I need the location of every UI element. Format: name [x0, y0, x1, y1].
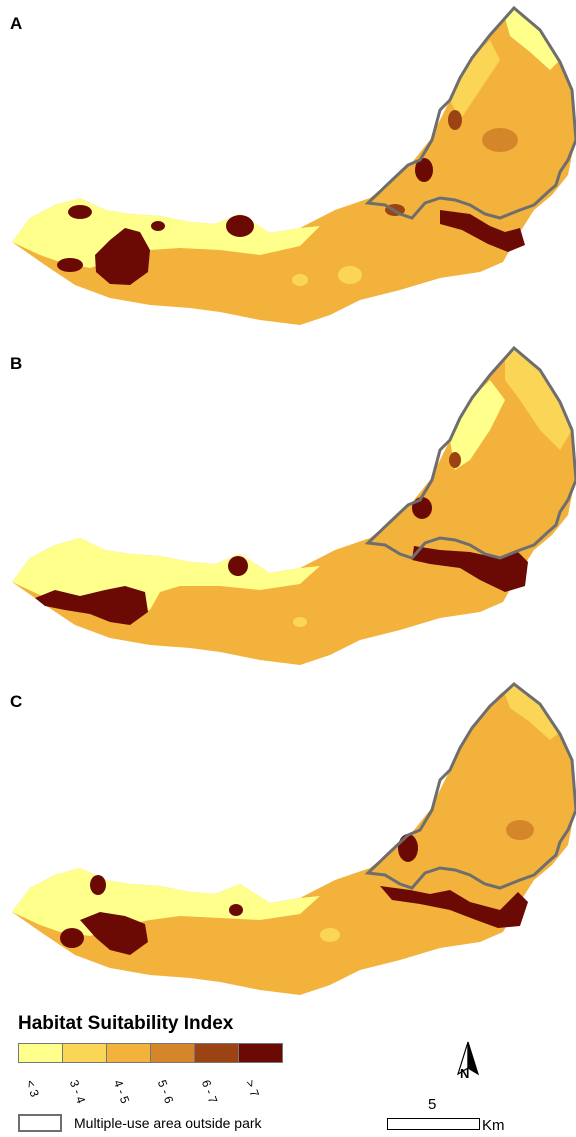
panel-label-b: B: [10, 354, 23, 373]
high-patch-b3: [412, 497, 432, 519]
low-zone-c2: [505, 684, 560, 740]
boundary-legend-swatch: [18, 1114, 62, 1132]
scale-bar-unit: Km: [482, 1117, 505, 1134]
suitability-map-c: [12, 682, 576, 995]
legend-swatch-5: [194, 1043, 239, 1063]
high-patch-b4: [449, 452, 461, 468]
north-arrow-icon: [456, 1041, 480, 1076]
high-patch-a2: [68, 205, 92, 219]
moderate-patch-c1: [506, 820, 534, 840]
low-zone-b3: [450, 380, 505, 470]
panel-label-a: A: [10, 14, 23, 33]
map-panel-a: A: [0, 0, 576, 340]
high-patch-c3: [60, 928, 84, 948]
map-panel-c: C: [0, 680, 576, 1010]
moderate-patch-a1: [482, 128, 518, 152]
high-patch-c2: [90, 875, 106, 895]
high-patch-c5: [398, 834, 418, 862]
suitability-map-a: [12, 5, 576, 325]
legend-class-label-2: 3 - 4: [66, 1078, 89, 1106]
high-patch-a5: [151, 221, 165, 231]
high-patch-a7: [448, 110, 462, 130]
scale-bar-distance: 5: [428, 1096, 437, 1113]
legend-class-label-3: 4 - 5: [110, 1078, 133, 1106]
high-patch-b1: [35, 586, 148, 625]
moderate-patch-a2: [338, 266, 362, 284]
legend-swatch-1: [18, 1043, 63, 1063]
high-patch-b2: [228, 556, 248, 576]
high-patch-a1: [95, 228, 150, 285]
high-patch-c4: [229, 904, 243, 916]
legend-class-label-1: < 3: [22, 1078, 42, 1099]
multiple-use-boundary-a: [364, 5, 576, 220]
high-patch-a6: [415, 158, 433, 182]
high-patch-c6: [380, 886, 528, 928]
scale-bar: [387, 1118, 480, 1130]
map-panel-b: B: [0, 340, 576, 680]
moderate-patch-a3: [292, 274, 308, 286]
legend-class-label-4: 5 - 6: [154, 1078, 177, 1106]
high-patch-a8: [440, 210, 525, 252]
low-zone-b2: [505, 348, 572, 450]
high-patch-a4: [226, 215, 254, 237]
study-area-c: [12, 684, 575, 995]
high-patch-a3: [57, 258, 83, 272]
moderate-patch-b1: [293, 617, 307, 627]
legend-swatch-6: [238, 1043, 283, 1063]
moderate-patch-c2: [320, 928, 340, 942]
multiple-use-boundary-b: [364, 345, 576, 560]
boundary-legend-label: Multiple-use area outside park: [74, 1115, 262, 1131]
high-patch-c1: [80, 912, 148, 955]
legend-swatch-2: [62, 1043, 107, 1063]
high-patch-b5: [412, 546, 528, 592]
low-zone-a2: [505, 8, 560, 70]
panel-label-c: C: [10, 692, 23, 711]
legend-swatch-4: [150, 1043, 195, 1063]
legend-class-label-5: 6 - 7: [198, 1078, 221, 1106]
low-zone-a3: [450, 40, 500, 120]
legend-class-label-6: > 7: [242, 1078, 262, 1099]
suitability-map-b: [12, 345, 576, 665]
legend-swatch-3: [106, 1043, 151, 1063]
north-arrow-label: N: [460, 1066, 470, 1081]
legend-color-bar: [18, 1043, 283, 1063]
legend-title: Habitat Suitability Index: [18, 1013, 234, 1034]
multiple-use-boundary-c: [364, 682, 576, 890]
